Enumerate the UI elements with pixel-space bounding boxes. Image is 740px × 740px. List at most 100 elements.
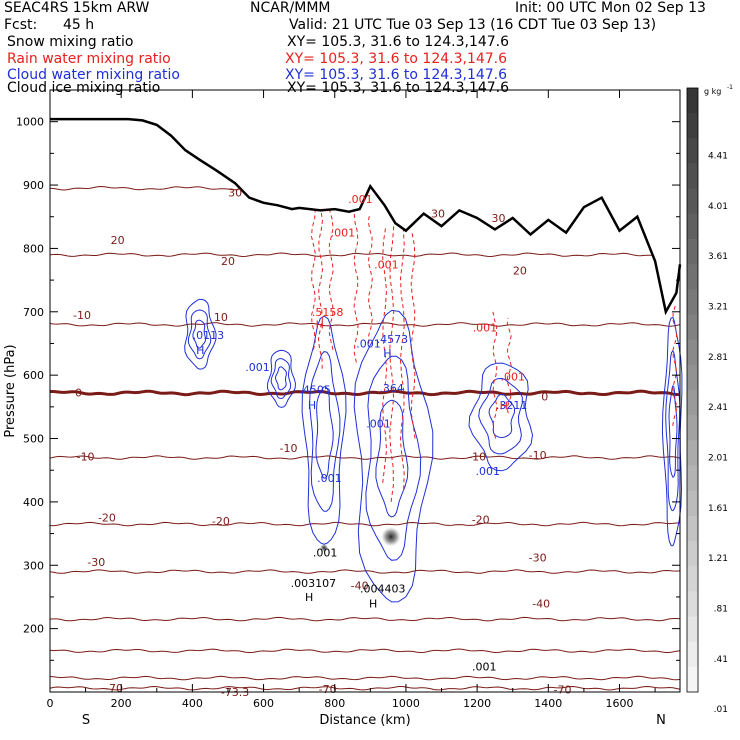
max-label: H — [316, 318, 324, 331]
colorbar-segment — [687, 666, 698, 693]
y-tick-label: 700 — [23, 306, 44, 319]
colorbar-segment — [687, 616, 698, 643]
isotherm--10 — [49, 455, 681, 460]
isotherm-label: -40 — [532, 597, 550, 610]
field-label-cloud-ice: Cloud ice mixing ratio — [7, 80, 161, 96]
isotherm-0 — [50, 389, 681, 397]
isotherm-label: -10 — [529, 449, 547, 462]
max-label: H — [500, 400, 508, 413]
x-tick-label: 400 — [182, 697, 203, 710]
colorbar-label: 4.01 — [708, 202, 728, 212]
x-tick-label: 1400 — [534, 697, 562, 710]
y-tick-label: 600 — [23, 369, 44, 382]
field-xy-snow: XY= 105.3, 31.6 to 124.3,147.6 — [287, 34, 510, 50]
isotherm-label: -20 — [212, 515, 230, 528]
max-label: .001 — [476, 465, 501, 478]
isotherm-label: -30 — [87, 556, 105, 569]
isotherm-label: 20 — [221, 255, 235, 268]
max-label: H — [383, 347, 391, 360]
cloud-water-contour-4-2 — [488, 393, 516, 439]
max-label: .001 — [313, 547, 338, 560]
max-label: .3211 — [496, 399, 528, 412]
cloud-water-contour-1-1 — [365, 355, 422, 561]
isotherm-label: -20 — [98, 512, 116, 525]
plot-frame — [49, 89, 681, 693]
max-label: .001 — [374, 258, 399, 271]
colorbar-segment — [687, 264, 698, 290]
valid-time: Valid: 21 UTC Tue 03 Sep 13 (16 CDT Tue … — [289, 17, 657, 33]
field-xy-rain: XY= 105.3, 31.6 to 124.3,147.6 — [285, 51, 508, 67]
max-label: .001 — [366, 417, 391, 430]
colorbar-segment — [687, 641, 698, 668]
y-tick-label: 200 — [23, 623, 44, 636]
rain-contour-8 — [410, 232, 416, 439]
colorbar-segment — [687, 239, 698, 265]
colorbar-segment — [687, 113, 698, 139]
isotherm-label: 30 — [491, 212, 505, 225]
model-title: SEAC4RS 15km ARW — [4, 0, 150, 16]
cloud-water-contour-5-2 — [668, 385, 678, 478]
y-tick-label: 800 — [23, 242, 44, 255]
isotherm--70 — [49, 685, 681, 691]
colorbar-segment — [687, 591, 698, 617]
y-tick-label: 1000 — [16, 116, 44, 129]
max-label: .364 — [379, 382, 404, 395]
max-label: H — [308, 399, 316, 412]
field-xy-cloud-ice: XY= 105.3, 31.6 to 124.3,147.6 — [287, 80, 510, 96]
colorbar-label: 1.61 — [708, 504, 728, 514]
colorbar-label: 3.61 — [708, 252, 728, 262]
colorbar-segment — [687, 188, 698, 215]
colorbar-label: 2.41 — [708, 403, 728, 413]
cloud-water-contour-0-1 — [309, 351, 341, 512]
cloud-water-contour-3-2 — [274, 366, 287, 391]
colorbar-segment — [687, 440, 698, 466]
colorbar-segment — [687, 364, 698, 391]
colorbar-label: .01 — [714, 705, 728, 715]
max-label: .001 — [245, 361, 270, 374]
rain-contour-7 — [399, 229, 405, 490]
isotherm-label: 10 — [214, 311, 228, 324]
isotherm-label: 20 — [513, 265, 527, 278]
isotherm-label: 30 — [431, 208, 445, 221]
cloud-water-contour-3-0 — [266, 349, 297, 408]
colorbar-segment — [687, 541, 698, 567]
colorbar-segment — [687, 415, 698, 441]
cloud-water-contour-3-1 — [270, 358, 292, 400]
colorbar-unit-exponent: -1 — [727, 84, 733, 91]
colorbar-segment — [687, 88, 698, 114]
org-label: NCAR/MMM — [250, 0, 331, 16]
end-label-north: N — [656, 713, 666, 728]
isotherm-label: 30 — [228, 187, 242, 200]
isotherm-label: 20 — [111, 234, 125, 247]
max-label: .0113 — [193, 329, 225, 342]
colorbar-segment — [687, 465, 698, 492]
cloud-water-contour-2-1 — [187, 309, 212, 360]
colorbar-label: 1.21 — [708, 554, 728, 564]
isotherm-label: -40 — [351, 580, 369, 593]
x-axis-title: Distance (km) — [319, 713, 410, 728]
rain-contour-4 — [367, 213, 373, 344]
max-label: .001 — [356, 337, 381, 350]
max-label: .5158 — [312, 306, 344, 319]
colorbar-label: 4.41 — [708, 151, 728, 161]
x-tick-label: 800 — [324, 697, 345, 710]
colorbar-label: .41 — [714, 655, 728, 665]
max-label: .001 — [472, 661, 497, 674]
isotherm--50 — [49, 648, 681, 654]
colorbar-segment — [687, 213, 698, 240]
max-label: .003107 — [291, 577, 337, 590]
rain-contour-1 — [317, 210, 324, 369]
isotherm-label: -10 — [468, 450, 486, 463]
field-label-rain: Rain water mixing ratio — [7, 51, 171, 67]
x-tick-label: 1200 — [463, 697, 491, 710]
max-label: .4505 — [299, 384, 331, 397]
max-label: H — [196, 344, 204, 357]
end-label-south: S — [82, 713, 90, 728]
max-label: H — [305, 591, 313, 604]
max-label: H — [369, 597, 377, 610]
cloud-water-contour-4-0 — [468, 362, 534, 472]
colorbar-segment — [687, 314, 698, 341]
colorbar-label: 3.21 — [708, 302, 728, 312]
rain-contour-0 — [310, 210, 316, 350]
rain-contour-5 — [382, 226, 388, 483]
